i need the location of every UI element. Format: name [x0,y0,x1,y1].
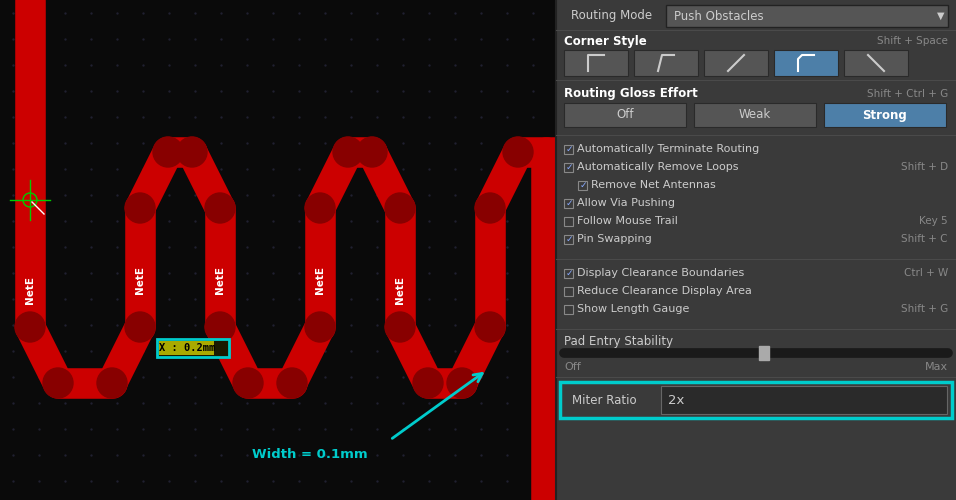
Circle shape [277,368,307,398]
FancyBboxPatch shape [564,286,574,296]
FancyBboxPatch shape [824,103,946,127]
Text: Reduce Clearance Display Area: Reduce Clearance Display Area [577,286,751,296]
Text: NetE: NetE [315,266,325,294]
Text: NetE: NetE [215,266,225,294]
Bar [759,346,769,360]
Text: Off: Off [564,362,580,372]
FancyBboxPatch shape [844,50,908,76]
FancyBboxPatch shape [564,216,574,226]
Circle shape [153,137,183,167]
Text: Shift + Space: Shift + Space [877,36,948,46]
Text: Width = 0.1mm: Width = 0.1mm [252,448,368,462]
Text: Shift + Ctrl + G: Shift + Ctrl + G [867,89,948,99]
FancyBboxPatch shape [159,341,214,355]
FancyBboxPatch shape [666,5,948,27]
Circle shape [177,137,207,167]
Text: 2x: 2x [668,394,684,406]
Text: Remove Net Antennas: Remove Net Antennas [591,180,716,190]
Circle shape [233,368,263,398]
Circle shape [475,312,505,342]
Circle shape [385,193,415,223]
FancyBboxPatch shape [694,103,816,127]
Text: Off: Off [617,108,634,122]
FancyBboxPatch shape [564,50,628,76]
FancyBboxPatch shape [704,50,768,76]
Circle shape [305,312,335,342]
FancyBboxPatch shape [564,103,686,127]
Text: Display Clearance Boundaries: Display Clearance Boundaries [577,268,745,278]
Circle shape [125,312,155,342]
Bar [0,0,556,500]
Text: NetE: NetE [135,266,145,294]
Text: Ctrl + W: Ctrl + W [903,268,948,278]
Circle shape [43,368,73,398]
FancyBboxPatch shape [564,144,574,154]
FancyBboxPatch shape [774,50,838,76]
Text: Routing Mode: Routing Mode [571,10,652,22]
Circle shape [475,193,505,223]
Text: Follow Mouse Trail: Follow Mouse Trail [577,216,678,226]
Circle shape [385,312,415,342]
FancyBboxPatch shape [578,180,588,190]
Text: Corner Style: Corner Style [564,34,647,48]
Text: Shift + C: Shift + C [902,234,948,244]
Circle shape [205,312,235,342]
FancyBboxPatch shape [661,386,947,414]
Text: ✓: ✓ [565,234,573,244]
Text: ✓: ✓ [565,144,573,154]
Circle shape [503,137,533,167]
Text: ▼: ▼ [937,11,945,21]
Text: Allow Via Pushing: Allow Via Pushing [577,198,675,208]
FancyBboxPatch shape [157,339,229,357]
Circle shape [305,193,335,223]
Text: Automatically Remove Loops: Automatically Remove Loops [577,162,738,172]
Text: Pin Swapping: Pin Swapping [577,234,652,244]
Bar [556,0,956,500]
Text: ✓: ✓ [565,162,573,172]
FancyBboxPatch shape [560,382,952,418]
FancyBboxPatch shape [634,50,698,76]
Text: NetE: NetE [25,276,35,304]
Text: X : 0.2mm: X : 0.2mm [159,343,215,353]
Text: Key 5: Key 5 [920,216,948,226]
Text: Max: Max [924,362,948,372]
FancyBboxPatch shape [564,304,574,314]
Circle shape [413,368,443,398]
Text: Show Length Gauge: Show Length Gauge [577,304,689,314]
Text: NetE: NetE [395,276,405,304]
Text: Shift + G: Shift + G [901,304,948,314]
Text: Miter Ratio: Miter Ratio [572,394,637,406]
Circle shape [15,312,45,342]
Text: Strong: Strong [862,108,907,122]
Circle shape [125,193,155,223]
Text: ✓: ✓ [565,198,573,207]
Text: ✓: ✓ [565,268,573,278]
Text: ✓: ✓ [579,180,587,190]
Circle shape [357,137,387,167]
Circle shape [447,368,477,398]
Text: Pad Entry Stability: Pad Entry Stability [564,336,673,348]
FancyBboxPatch shape [564,198,574,207]
Circle shape [333,137,363,167]
Text: Automatically Terminate Routing: Automatically Terminate Routing [577,144,759,154]
Circle shape [97,368,127,398]
FancyBboxPatch shape [564,162,574,172]
FancyBboxPatch shape [564,234,574,244]
Text: Weak: Weak [739,108,771,122]
Text: Push Obstacles: Push Obstacles [674,10,764,22]
FancyBboxPatch shape [564,268,574,278]
Text: Routing Gloss Effort: Routing Gloss Effort [564,88,698,101]
Text: Shift + D: Shift + D [901,162,948,172]
Circle shape [205,193,235,223]
